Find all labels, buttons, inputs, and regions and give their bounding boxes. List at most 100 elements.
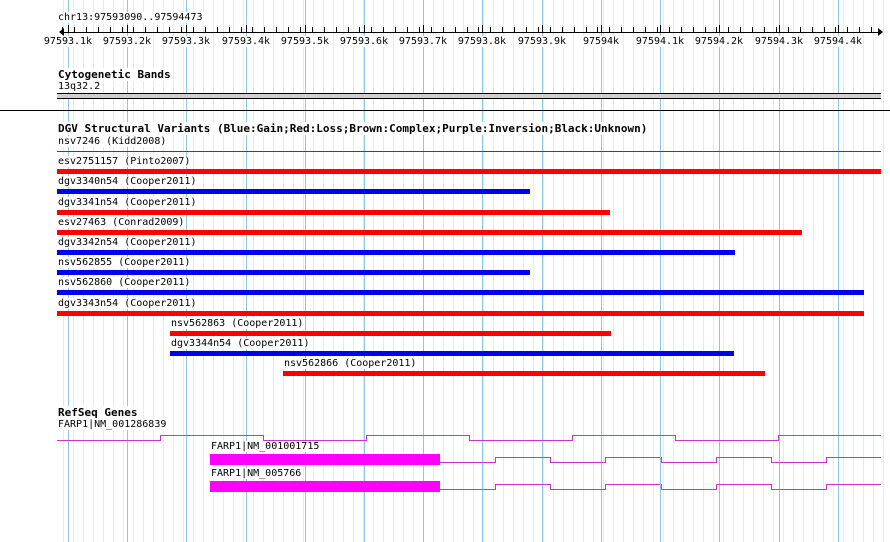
intron-line [495,457,550,458]
intron-step [826,457,827,463]
intron-line [495,484,550,485]
structural-variant-bar[interactable] [57,270,530,275]
intron-line [778,435,881,436]
coordinate-ruler[interactable]: chr13:97593090..97594473 97593.1k 97593.2… [0,0,890,48]
intron-step [572,435,573,441]
track-label[interactable]: dgv3341n54 (Cooper2011) [57,197,199,208]
track-label[interactable]: FARP1|NM_001001715 [210,441,322,452]
intron-line [605,457,660,458]
intron-step [778,435,779,441]
intron-line [771,462,826,463]
intron-step [605,457,606,463]
intron-line [572,435,675,436]
structural-variant-bar[interactable] [57,169,881,174]
ruler-axis-line [62,32,881,33]
intron-step [366,435,367,441]
intron-line [550,462,605,463]
section-title-refseq-genes: RefSeq Genes [57,406,139,419]
track-label[interactable]: esv2751157 (Pinto2007) [57,156,193,167]
section-divider [0,110,890,111]
intron-line [605,484,660,485]
intron-line [263,440,366,441]
track-label[interactable]: nsv562866 (Cooper2011) [283,358,419,369]
structural-variant-bar[interactable] [283,371,765,376]
intron-line [771,489,826,490]
structural-variant-bar[interactable] [57,250,735,255]
intron-step [826,484,827,490]
structural-variant-bar[interactable] [57,290,864,295]
ruler-tick-label: 97593.6k [338,36,390,47]
ruler-tick-label: 97594.1k [634,36,686,47]
intron-step [495,484,496,490]
intron-line [440,462,495,463]
track-label[interactable]: nsv562860 (Cooper2011) [57,277,193,288]
intron-line [661,489,716,490]
intron-step [771,457,772,463]
intron-line [469,440,572,441]
ruler-tick-label: 97594.2k [693,36,745,47]
intron-step [495,457,496,463]
ruler-tick-label: 97594.4k [812,36,864,47]
ruler-tick-label: 97593.5k [279,36,331,47]
structural-variant-bar[interactable] [170,351,734,356]
intron-step [661,457,662,463]
structural-variant-bar[interactable] [57,151,881,152]
intron-step [160,435,161,441]
track-label[interactable]: 13q32.2 [57,81,103,92]
intron-step [771,484,772,490]
intron-line [550,489,605,490]
structural-variant-bar[interactable] [57,210,610,215]
intron-step [550,457,551,463]
intron-line [675,440,778,441]
intron-line [160,435,263,436]
exon-block[interactable] [210,481,440,492]
section-title-dgv-structural-variants: DGV Structural Variants (Blue:Gain;Red:L… [57,122,649,135]
structural-variant-bar[interactable] [170,331,611,336]
track-label[interactable]: nsv7246 (Kidd2008) [57,136,169,147]
cytoband-13q32-2[interactable] [57,93,881,99]
intron-step [675,435,676,441]
intron-line [366,435,469,436]
intron-step [550,484,551,490]
structural-variant-bar[interactable] [57,311,864,316]
ruler-tick-label: 97593.8k [456,36,508,47]
ruler-tick-label: 97593.2k [101,36,153,47]
intron-line [661,462,716,463]
structural-variant-bar[interactable] [57,230,802,235]
track-label[interactable]: nsv562855 (Cooper2011) [57,257,193,268]
intron-line [826,457,881,458]
track-label[interactable]: FARP1|NM_001286839 [57,419,169,430]
ruler-tick-label: 97593.7k [397,36,449,47]
track-label[interactable]: esv27463 (Conrad2009) [57,217,187,228]
track-label[interactable]: dgv3342n54 (Cooper2011) [57,237,199,248]
intron-line [716,457,771,458]
intron-line [57,440,160,441]
intron-line [826,484,881,485]
ruler-tick-label: 97593.4k [220,36,272,47]
exon-block[interactable] [210,454,440,465]
ruler-arrow-right-icon [878,28,883,36]
structural-variant-bar[interactable] [57,189,530,194]
intron-line [716,484,771,485]
section-title-cytogenetic-bands: Cytogenetic Bands [57,68,172,81]
ruler-tick-label: 97594k [581,36,621,47]
locus-label: chr13:97593090..97594473 [57,12,204,23]
ruler-tick-label: 97593.1k [42,36,94,47]
ruler-tick-label: 97594.3k [753,36,805,47]
track-label[interactable]: dgv3343n54 (Cooper2011) [57,298,199,309]
intron-step [605,484,606,490]
track-label[interactable]: dgv3344n54 (Cooper2011) [170,338,312,349]
intron-step [469,435,470,441]
ruler-tick-label: 97593.3k [160,36,212,47]
ruler-arrow-left-icon [59,28,64,36]
track-label[interactable]: FARP1|NM_005766 [210,468,304,479]
intron-step [263,435,264,441]
intron-step [716,484,717,490]
intron-line [440,489,495,490]
track-label[interactable]: nsv562863 (Cooper2011) [170,318,306,329]
intron-step [661,484,662,490]
intron-step [716,457,717,463]
ruler-tick-label: 97593.9k [516,36,568,47]
track-label[interactable]: dgv3340n54 (Cooper2011) [57,176,199,187]
